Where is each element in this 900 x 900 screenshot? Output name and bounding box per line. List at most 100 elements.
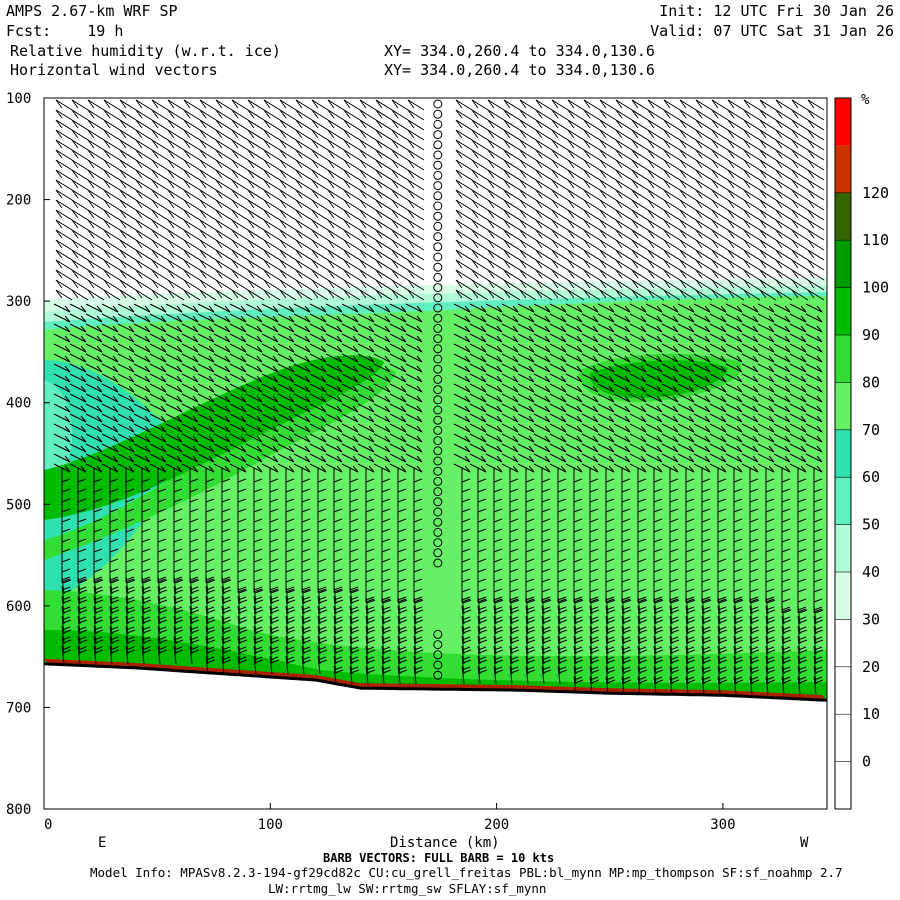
wind-barb bbox=[661, 463, 679, 473]
wind-barb bbox=[509, 595, 520, 615]
wind-barb bbox=[215, 209, 233, 221]
wind-barb bbox=[807, 189, 825, 201]
wind-barb bbox=[279, 229, 297, 241]
wind-barb bbox=[557, 615, 568, 635]
wind-barb bbox=[117, 433, 135, 443]
wind-barb bbox=[231, 169, 249, 181]
wind-barb bbox=[317, 625, 328, 645]
wind-barb bbox=[349, 585, 360, 605]
wind-barb bbox=[183, 279, 201, 291]
terrain-line bbox=[44, 662, 827, 702]
wind-barb bbox=[477, 635, 488, 655]
wind-barb bbox=[741, 433, 759, 443]
wind-barb bbox=[517, 333, 535, 343]
wind-barb bbox=[469, 343, 487, 353]
wind-barb bbox=[205, 605, 216, 625]
wind-barb bbox=[519, 99, 537, 111]
wind-barb bbox=[461, 665, 472, 685]
wind-barb bbox=[405, 413, 423, 423]
calm-wind-circle bbox=[433, 405, 443, 415]
wind-barb bbox=[791, 159, 809, 171]
wind-barb bbox=[599, 219, 617, 231]
wind-barb bbox=[117, 463, 135, 473]
wind-barb bbox=[167, 219, 185, 231]
wind-barb bbox=[151, 159, 169, 171]
wind-barb bbox=[359, 249, 377, 261]
wind-barb bbox=[189, 585, 200, 605]
wind-barb bbox=[637, 605, 648, 625]
colorbar-label: 20 bbox=[862, 658, 880, 676]
wind-barb bbox=[711, 229, 729, 241]
wind-barb bbox=[135, 159, 153, 171]
wind-barb bbox=[133, 423, 151, 433]
wind-barb bbox=[573, 595, 584, 615]
wind-barb bbox=[455, 279, 473, 291]
wind-barb bbox=[469, 433, 487, 443]
wind-barb bbox=[765, 635, 776, 655]
wind-barb bbox=[647, 129, 665, 141]
wind-barb bbox=[87, 229, 105, 241]
wind-barb bbox=[551, 99, 569, 111]
wind-barb bbox=[117, 453, 135, 463]
wind-barb bbox=[199, 209, 217, 221]
wind-barb bbox=[117, 383, 135, 393]
wind-barb bbox=[357, 393, 375, 403]
wind-barb bbox=[781, 655, 792, 675]
wind-barb bbox=[557, 665, 568, 685]
wind-barb bbox=[535, 169, 553, 181]
wind-barb bbox=[709, 373, 727, 383]
wind-barb bbox=[263, 149, 281, 161]
wind-barb bbox=[629, 463, 647, 473]
wind-barb bbox=[565, 323, 583, 333]
wind-barb bbox=[727, 209, 745, 221]
wind-barb bbox=[69, 433, 87, 443]
wind-barb bbox=[669, 595, 680, 615]
calm-wind-circle bbox=[433, 140, 443, 150]
wind-barb bbox=[133, 413, 151, 423]
wind-barb bbox=[325, 353, 343, 363]
wind-barb bbox=[583, 209, 601, 221]
wind-barb bbox=[389, 443, 407, 453]
wind-barb bbox=[487, 169, 505, 181]
wind-barb bbox=[85, 313, 103, 323]
wind-barb bbox=[375, 99, 393, 111]
wind-barb bbox=[709, 383, 727, 393]
wind-barb bbox=[119, 289, 137, 301]
calm-wind-circle bbox=[433, 272, 443, 282]
wind-barb bbox=[565, 303, 583, 313]
wind-barb bbox=[341, 393, 359, 403]
wind-barb bbox=[711, 279, 729, 291]
wind-barb bbox=[391, 139, 409, 151]
wind-barb bbox=[551, 139, 569, 151]
wind-barb bbox=[631, 99, 649, 111]
wind-barb bbox=[101, 423, 119, 433]
wind-barb bbox=[597, 413, 615, 423]
wind-barb bbox=[517, 463, 535, 473]
wind-barb bbox=[743, 219, 761, 231]
wind-barb bbox=[333, 615, 344, 635]
wind-barb bbox=[621, 588, 631, 603]
wind-barb bbox=[133, 443, 151, 453]
wind-barb bbox=[663, 199, 681, 211]
wind-barb bbox=[509, 588, 519, 603]
wind-barb bbox=[759, 199, 777, 211]
colorbar-label: 100 bbox=[862, 279, 889, 297]
wind-barb bbox=[599, 189, 617, 201]
wind-barb bbox=[773, 443, 791, 453]
wind-barb bbox=[71, 149, 89, 161]
wind-barb bbox=[597, 423, 615, 433]
wind-barb bbox=[773, 403, 791, 413]
wind-barb bbox=[69, 403, 87, 413]
wind-barb bbox=[791, 129, 809, 141]
wind-barb bbox=[565, 463, 583, 473]
wind-barb bbox=[645, 393, 663, 403]
wind-barb bbox=[245, 423, 263, 433]
wind-barb bbox=[567, 239, 585, 251]
wind-barb bbox=[197, 313, 215, 323]
wind-barb bbox=[503, 219, 521, 231]
wind-barb bbox=[125, 645, 136, 665]
wind-barb bbox=[69, 383, 87, 393]
wind-barb bbox=[503, 209, 521, 221]
wind-barb bbox=[261, 343, 279, 353]
wind-barb bbox=[551, 199, 569, 211]
